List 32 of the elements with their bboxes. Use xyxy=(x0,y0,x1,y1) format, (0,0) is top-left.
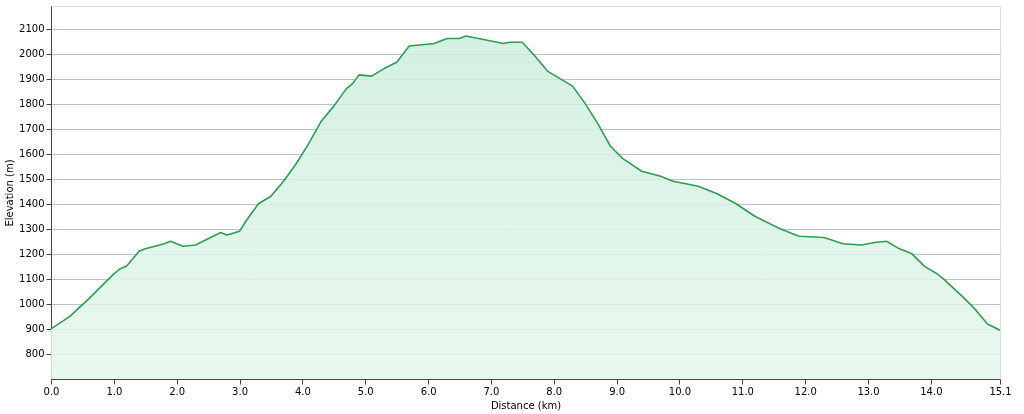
x-tick-label: 3.0 xyxy=(232,385,248,397)
y-tick-label: 900 xyxy=(25,323,45,335)
x-axis-title: Distance (km) xyxy=(490,399,562,411)
y-tick-label: 1100 xyxy=(19,273,45,285)
y-tick-label: 1000 xyxy=(19,298,45,310)
y-tick-label: 1800 xyxy=(19,98,45,110)
y-tick-label: 1400 xyxy=(19,198,45,210)
y-tick-label: 800 xyxy=(25,348,45,360)
x-tick-label: 15.1 xyxy=(989,385,1012,397)
x-tick-label: 5.0 xyxy=(357,385,374,397)
x-tick-label: 10.0 xyxy=(668,385,692,397)
x-tick-label: 9.0 xyxy=(609,385,626,397)
x-tick-label: 11.0 xyxy=(731,385,754,397)
y-axis-title: Elevation (m) xyxy=(4,159,16,227)
x-tick-label: 6.0 xyxy=(420,385,437,397)
y-tick-label: 2000 xyxy=(19,48,45,60)
y-tick-label: 1600 xyxy=(19,148,45,160)
y-tick-label: 1500 xyxy=(19,173,45,185)
y-tick-label: 1300 xyxy=(19,223,45,235)
x-tick-label: 1.0 xyxy=(106,385,123,397)
y-tick-label: 1700 xyxy=(19,123,45,135)
x-tick-label: 14.0 xyxy=(920,385,943,397)
y-tick-label: 2100 xyxy=(19,23,45,35)
y-tick-label: 1200 xyxy=(19,248,45,260)
y-tick-label: 1900 xyxy=(19,73,45,85)
x-tick-label: 12.0 xyxy=(794,385,817,397)
x-tick-label: 13.0 xyxy=(857,385,880,397)
x-tick-label: 2.0 xyxy=(169,385,186,397)
x-tick-label: 8.0 xyxy=(546,385,563,397)
x-tick-label: 0.0 xyxy=(43,385,60,397)
x-tick-label: 7.0 xyxy=(483,385,500,397)
x-tick-label: 4.0 xyxy=(294,385,311,397)
